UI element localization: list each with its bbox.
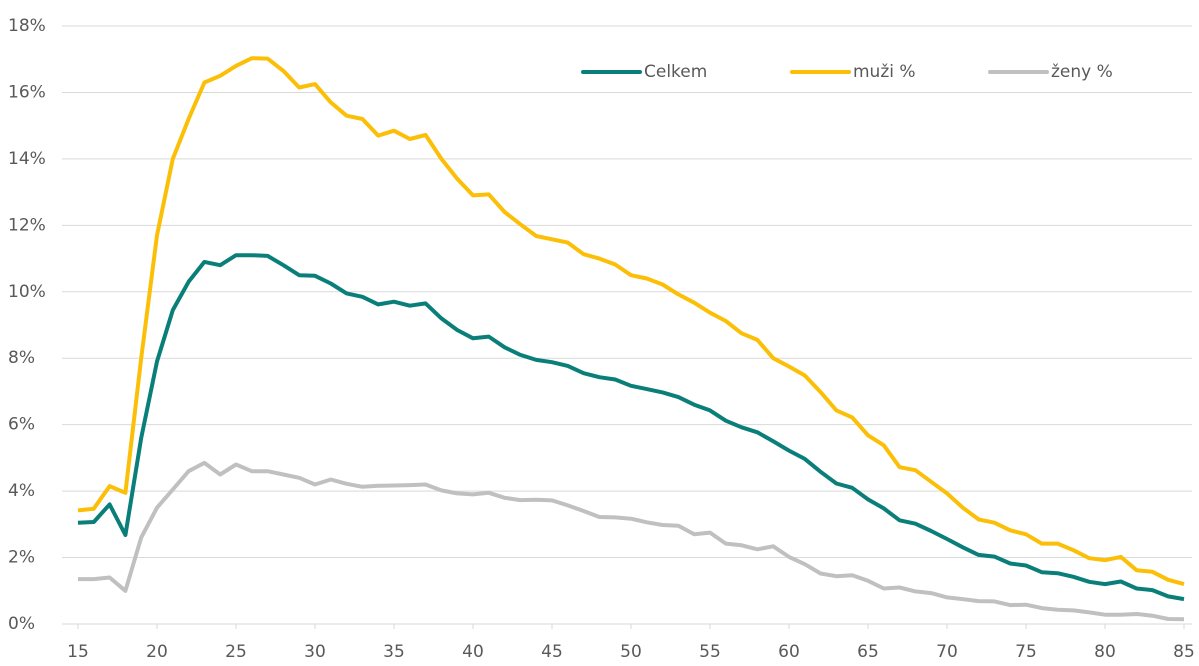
- x-tick-label: 55: [699, 642, 721, 662]
- legend-label: Celkem: [644, 62, 707, 82]
- y-tick-label: 14%: [8, 149, 46, 169]
- legend-label: ženy %: [1051, 62, 1113, 82]
- x-tick-label: 40: [462, 642, 484, 662]
- legend-label: muži %: [853, 62, 916, 82]
- x-tick-label: 60: [778, 642, 800, 662]
- x-tick-label: 65: [857, 642, 879, 662]
- x-tick-label: 30: [304, 642, 326, 662]
- y-tick-label: 10%: [8, 282, 46, 302]
- x-tick-label: 15: [67, 642, 89, 662]
- x-tick-label: 85: [1173, 642, 1195, 662]
- x-tick-label: 35: [383, 642, 405, 662]
- x-tick-label: 75: [1015, 642, 1037, 662]
- y-tick-label: 6%: [8, 415, 35, 435]
- line-series: [78, 460, 1185, 622]
- y-tick-label: 4%: [8, 481, 35, 501]
- y-tick-label: 12%: [8, 215, 46, 235]
- x-tick-label: 50: [620, 642, 642, 662]
- y-tick-label: 2%: [8, 548, 35, 568]
- x-tick-label: 70: [936, 642, 958, 662]
- x-tick-label: 20: [146, 642, 168, 662]
- y-tick-label: 16%: [8, 82, 46, 102]
- x-tick-label: 25: [225, 642, 247, 662]
- y-tick-label: 0%: [8, 614, 35, 634]
- line-series: [77, 56, 1185, 587]
- line-series: [77, 253, 1185, 602]
- y-tick-label: 18%: [8, 16, 46, 36]
- x-tick-label: 80: [1094, 642, 1116, 662]
- y-tick-label: 8%: [8, 348, 35, 368]
- x-tick-label: 45: [541, 642, 563, 662]
